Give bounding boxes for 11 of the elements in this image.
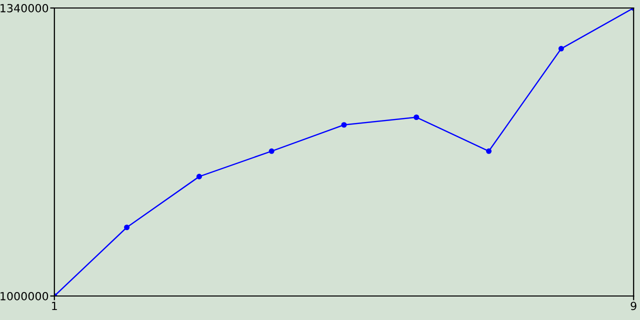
point <box>486 148 492 154</box>
point <box>414 114 420 120</box>
x-tick-label: 9 <box>630 302 636 310</box>
point <box>558 46 564 52</box>
point <box>268 148 274 154</box>
point <box>196 174 202 180</box>
point <box>124 224 130 230</box>
y-tick-label: 1340000 <box>0 4 48 12</box>
y-tick-label: 1000000 <box>0 292 48 300</box>
point <box>341 122 347 128</box>
x-tick-label: 1 <box>52 302 57 310</box>
